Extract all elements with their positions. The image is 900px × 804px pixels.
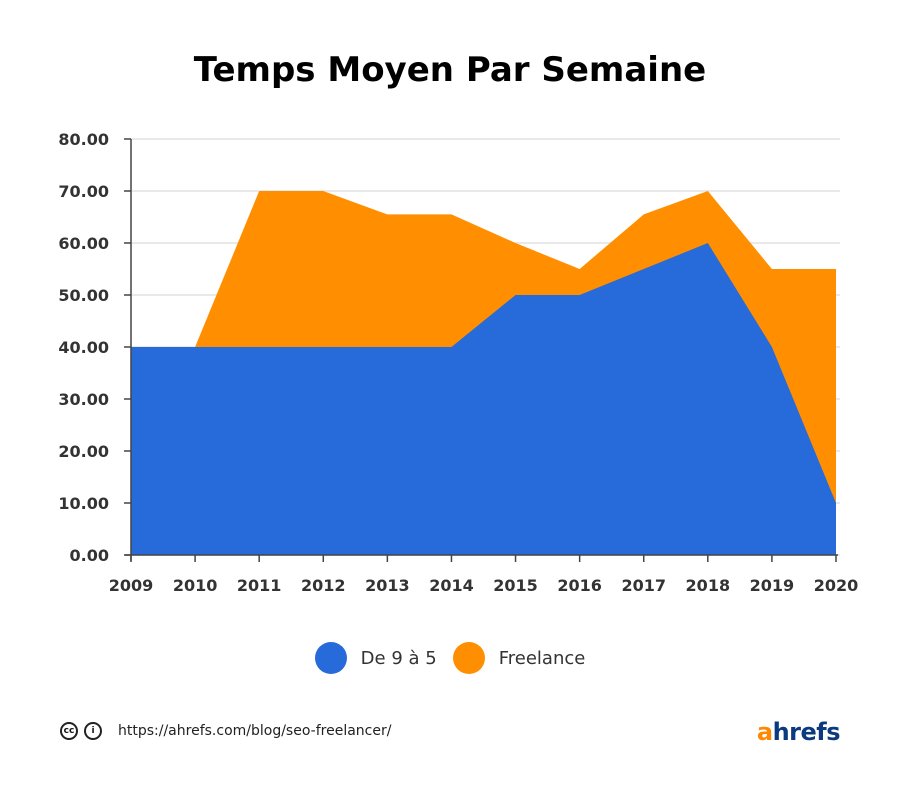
chart-areas bbox=[131, 191, 836, 555]
y-tick-label: 30.00 bbox=[58, 390, 109, 409]
x-tick-label: 2011 bbox=[237, 576, 282, 595]
x-tick-label: 2013 bbox=[365, 576, 410, 595]
x-tick-label: 2017 bbox=[621, 576, 666, 595]
x-tick-label: 2016 bbox=[557, 576, 602, 595]
legend-item-9to5: De 9 à 5 bbox=[314, 642, 437, 674]
legend: De 9 à 5 Freelance bbox=[0, 642, 900, 674]
x-tick-label: 2019 bbox=[750, 576, 795, 595]
x-tick-label: 2014 bbox=[429, 576, 474, 595]
source-url[interactable]: https://ahrefs.com/blog/seo-freelancer/ bbox=[118, 723, 392, 739]
legend-label-9to5: De 9 à 5 bbox=[360, 647, 437, 669]
y-tick-label: 40.00 bbox=[58, 338, 109, 357]
creative-commons-icon: cc bbox=[60, 722, 78, 740]
x-tick-label: 2020 bbox=[814, 576, 859, 595]
y-tick-labels: 0.00 10.00 20.00 30.00 40.00 50.00 60.00 70.00 8… bbox=[58, 130, 109, 565]
y-tick-label: 10.00 bbox=[58, 494, 109, 513]
x-tick-label: 2009 bbox=[109, 576, 154, 595]
legend-swatch-freelance bbox=[452, 642, 485, 674]
x-tick-label: 2018 bbox=[686, 576, 731, 595]
legend-label-freelance: Freelance bbox=[498, 647, 586, 669]
x-tick-label: 2015 bbox=[493, 576, 538, 595]
y-tick-label: 50.00 bbox=[58, 286, 109, 305]
ahrefs-logo: ahrefs bbox=[756, 718, 841, 746]
legend-item-freelance: Freelance bbox=[452, 642, 586, 674]
x-tick-labels: 2009 2010 2011 2012 2013 2014 2015 2016 2017 2018… bbox=[109, 576, 859, 595]
chart-axes bbox=[124, 138, 838, 562]
area-chart: 0.00 10.00 20.00 30.00 40.00 50.00 60.00 70.00 8… bbox=[58, 130, 859, 595]
legend-swatch-9to5 bbox=[314, 642, 347, 674]
footer: cc i https://ahrefs.com/blog/seo-freelan… bbox=[60, 722, 391, 740]
area-9to5 bbox=[131, 243, 836, 555]
x-tick-label: 2010 bbox=[173, 576, 218, 595]
y-tick-label: 20.00 bbox=[58, 442, 109, 461]
y-tick-label: 80.00 bbox=[58, 130, 109, 149]
y-tick-label: 60.00 bbox=[58, 234, 109, 253]
chart-title: Temps Moyen Par Semaine bbox=[193, 50, 707, 90]
y-tick-label: 0.00 bbox=[70, 546, 109, 565]
x-tick-label: 2012 bbox=[301, 576, 346, 595]
attribution-icon: i bbox=[84, 722, 102, 740]
y-tick-label: 70.00 bbox=[58, 182, 109, 201]
